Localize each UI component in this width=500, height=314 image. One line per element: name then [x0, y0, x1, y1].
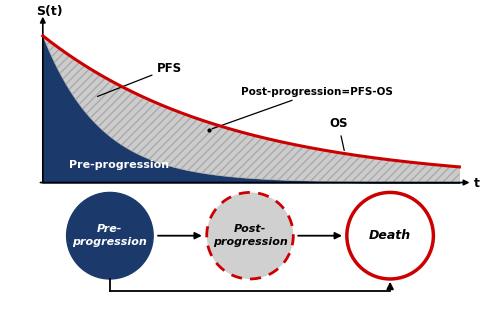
- Text: t: t: [474, 177, 480, 191]
- Text: S(t): S(t): [36, 5, 63, 18]
- Text: Death: Death: [369, 229, 411, 242]
- Circle shape: [206, 192, 294, 279]
- Circle shape: [347, 192, 434, 279]
- Text: Post-progression=PFS-OS: Post-progression=PFS-OS: [212, 87, 392, 129]
- Text: Post-
progression: Post- progression: [212, 224, 288, 247]
- Text: OS: OS: [329, 117, 347, 150]
- Text: PFS: PFS: [98, 62, 182, 96]
- Text: Pre-progression: Pre-progression: [69, 160, 169, 170]
- Text: Pre-
progression: Pre- progression: [72, 224, 148, 247]
- Circle shape: [66, 192, 153, 279]
